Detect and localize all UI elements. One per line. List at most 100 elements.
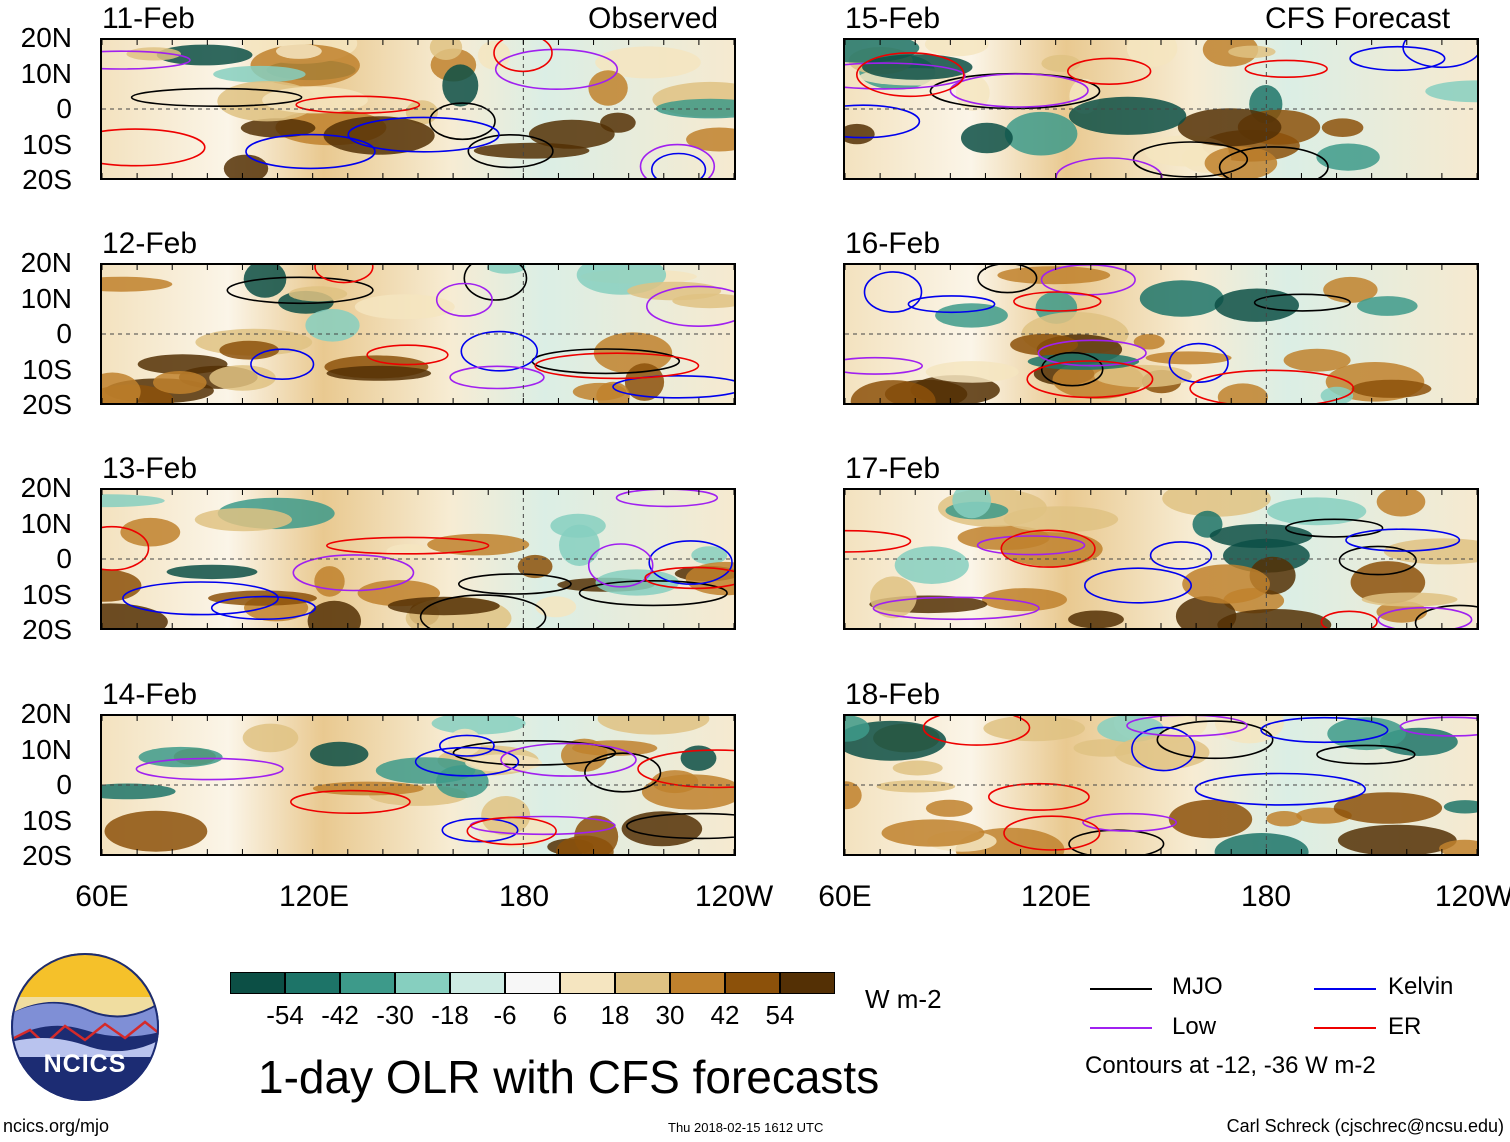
colorbar-units: W m-2 xyxy=(865,984,942,1014)
olr-anomaly-blob xyxy=(1094,364,1192,388)
olr-anomaly-blob xyxy=(845,720,947,761)
contour-er xyxy=(987,782,1090,811)
colorbar-swatch xyxy=(780,972,835,994)
olr-anomaly-blob xyxy=(1351,379,1432,398)
footer-timestamp: Thu 2018-02-15 1612 UTC xyxy=(668,1120,824,1135)
olr-map xyxy=(100,263,736,405)
olr-anomaly-blob xyxy=(208,590,317,606)
olr-field xyxy=(102,490,734,628)
olr-anomaly-blob xyxy=(1004,111,1078,156)
contour-mjo xyxy=(226,276,374,305)
contour-kelvin xyxy=(460,330,539,372)
olr-anomaly-blob xyxy=(672,293,734,309)
contour-kelvin xyxy=(250,348,315,380)
contour-low xyxy=(845,356,923,375)
x-tick-right-60e: 60E xyxy=(818,880,872,913)
contour-mjo xyxy=(1040,351,1104,387)
contour-mjo xyxy=(452,740,617,766)
x-tick-right-120e: 120E xyxy=(1020,880,1092,913)
olr-anomaly-blob xyxy=(1139,280,1224,317)
olr-anomaly-blob xyxy=(209,365,276,391)
olr-field xyxy=(102,40,734,178)
olr-anomaly-blob xyxy=(1126,40,1178,67)
contour-low xyxy=(872,596,1040,621)
olr-anomaly-blob xyxy=(1182,564,1270,604)
olr-anomaly-blob xyxy=(596,381,630,403)
y-tick-label: 20N xyxy=(20,472,72,503)
y-tick-label: 10S xyxy=(22,804,72,836)
contour-kelvin xyxy=(245,133,376,170)
forecast-title: CFS Forecast xyxy=(1265,2,1451,35)
olr-anomaly-blob xyxy=(845,781,862,810)
y-tick-label: 0 xyxy=(56,93,72,124)
olr-anomaly-blob xyxy=(952,490,992,519)
olr-anomaly-blob xyxy=(102,603,168,628)
y-tick-label: 20N xyxy=(20,247,72,278)
contour-er xyxy=(1244,59,1328,78)
olr-anomaly-blob xyxy=(242,723,299,753)
colorbar-swatch xyxy=(450,972,505,994)
colorbar-swatch xyxy=(615,972,670,994)
colorbar-swatch xyxy=(230,972,285,994)
contour-low xyxy=(102,50,191,70)
panel-date-label: 13-Feb xyxy=(102,452,198,485)
contour-low xyxy=(1082,812,1177,832)
olr-anomaly-blob xyxy=(194,508,292,532)
ncics-logo-text: NCICS xyxy=(43,1050,127,1078)
footer-credit: Carl Schreck (cjschrec@ncsu.edu) xyxy=(1226,1116,1504,1136)
legend-er-line xyxy=(1314,1027,1376,1029)
colorbar-swatch xyxy=(725,972,780,994)
x-tick-left-180: 180 xyxy=(498,880,550,913)
contour-kelvin xyxy=(438,734,495,757)
olr-anomaly-blob xyxy=(1010,333,1079,356)
panel-date-label: 11-Feb xyxy=(102,2,195,35)
olr-anomaly-blob xyxy=(1266,811,1303,827)
x-tick-left-60e: 60E xyxy=(75,880,129,913)
y-tick-label: 0 xyxy=(56,769,72,800)
contour-mjo xyxy=(1414,604,1477,628)
olr-anomaly-blob xyxy=(595,46,701,79)
contour-low xyxy=(435,282,493,317)
olr-anomaly-blob xyxy=(1425,80,1477,103)
y-tick-label: 10N xyxy=(20,282,72,314)
olr-anomaly-blob xyxy=(138,746,223,768)
y-tick-label: 10N xyxy=(20,507,72,539)
olr-anomaly-blob xyxy=(1283,348,1351,372)
olr-anomaly-blob xyxy=(312,781,424,796)
olr-anomaly-blob xyxy=(102,569,142,602)
panel-date-label: 17-Feb xyxy=(845,452,941,485)
olr-anomaly-blob xyxy=(1133,334,1165,350)
colorbar-tick-label: -30 xyxy=(376,1000,414,1030)
olr-anomaly-blob xyxy=(1228,45,1276,58)
olr-anomaly-blob xyxy=(1376,490,1426,517)
contour-kelvin xyxy=(1260,716,1389,744)
olr-anomaly-blob xyxy=(597,716,710,735)
contour-kelvin xyxy=(1084,567,1193,604)
y-tick-label: 10N xyxy=(20,57,72,89)
contour-er xyxy=(1067,57,1152,85)
legend-low-label: Low xyxy=(1172,1013,1217,1040)
olr-anomaly-blob xyxy=(102,783,176,800)
contour-low xyxy=(292,554,415,592)
olr-anomaly-blob xyxy=(983,716,1085,742)
x-tick-right-180: 180 xyxy=(1240,880,1292,913)
olr-anomaly-blob xyxy=(326,365,432,381)
contour-kelvin xyxy=(1131,726,1196,772)
olr-anomaly-blob xyxy=(1177,108,1282,147)
olr-map xyxy=(843,714,1479,856)
olr-anomaly-blob xyxy=(1003,506,1119,533)
olr-anomaly-blob xyxy=(924,40,989,57)
olr-anomaly-blob xyxy=(935,303,1008,328)
observed-title: Observed xyxy=(588,2,719,35)
olr-anomaly-blob xyxy=(288,286,348,302)
x-tick-left-120w: 120W xyxy=(694,880,774,913)
olr-anomaly-blob xyxy=(588,70,628,106)
contour-mjo xyxy=(1338,545,1417,576)
legend-mjo-line xyxy=(1090,988,1152,990)
contour-kelvin xyxy=(122,581,279,616)
olr-anomaly-blob xyxy=(1068,96,1187,135)
contour-low xyxy=(449,365,545,390)
olr-anomaly-blob xyxy=(1357,296,1418,316)
contour-mjo xyxy=(428,102,496,141)
contour-mjo xyxy=(463,265,528,301)
